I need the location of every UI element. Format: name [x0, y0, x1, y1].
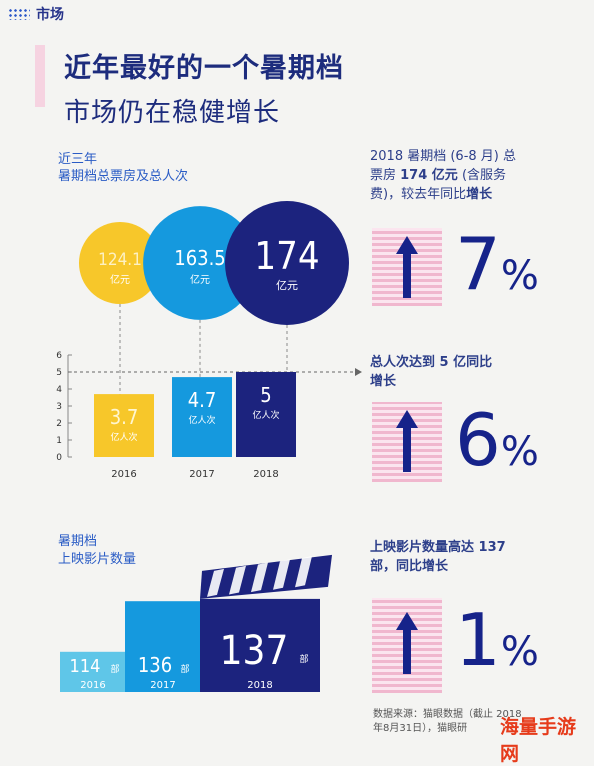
growth-pct-boxoffice: 7% — [455, 222, 539, 306]
reference-arrow-icon — [355, 368, 362, 376]
film-value-2018: 137 — [220, 628, 289, 674]
film-bar-2016 — [60, 651, 126, 692]
film-bar-2018 — [200, 598, 320, 692]
y-tick-label: 4 — [56, 385, 62, 395]
film-year-2018: 2018 — [247, 680, 272, 691]
bubble-value-2017: 163.5 — [174, 246, 226, 270]
note-films: 上映影片数量高达 137 部，同比增长 — [370, 538, 560, 576]
section-tag: 市场 — [8, 4, 64, 24]
bubble-unit-2016: 亿元 — [110, 273, 130, 286]
y-tick-label: 3 — [56, 402, 62, 412]
note3-line2: 部，同比增长 — [370, 559, 449, 574]
section-label: 市场 — [36, 7, 64, 23]
bubble-2018 — [225, 201, 349, 325]
note1-line3: 费)，较去年同比增长 — [370, 187, 493, 202]
note-boxoffice: 2018 暑期档 (6-8 月) 总 票房 174 亿元 (含服务 费)，较去年… — [370, 147, 560, 204]
boxoffice-subtitle-2: 暑期档总票房及总人次 — [58, 169, 189, 184]
note3-line1: 上映影片数量高达 137 — [370, 540, 506, 555]
bubble-value-2018: 174 — [254, 234, 319, 278]
data-source: 数据来源：猫眼数据（截止 2018 年8月31日），猫眼研 — [373, 708, 583, 736]
att-value-2016: 3.7 — [110, 405, 139, 429]
bubble-2016 — [78, 221, 162, 305]
note2-line1: 总人次达到 5 亿同比 — [370, 355, 493, 370]
films-subtitle-2: 上映影片数量 — [58, 552, 137, 567]
att-unit-2018: 亿人次 — [252, 409, 279, 421]
bubble-2017 — [143, 206, 257, 320]
film-bar-2017 — [125, 601, 201, 692]
growth-pct-films: 1% — [455, 598, 539, 682]
att-year-2018: 2018 — [253, 469, 278, 480]
att-unit-2017: 亿人次 — [188, 414, 215, 426]
y-tick-label: 1 — [56, 436, 62, 446]
up-arrow-icon — [396, 236, 418, 298]
att-year-2017: 2017 — [189, 469, 214, 480]
film-unit-2016: 部 — [110, 663, 119, 675]
att-bar-2018 — [236, 372, 296, 457]
page-subtitle: 市场仍在稳健增长 — [64, 98, 281, 128]
att-value-2018: 5 — [260, 383, 271, 407]
y-tick-label: 2 — [56, 419, 62, 429]
source-line1: 数据来源：猫眼数据（截止 2018 — [373, 709, 522, 720]
att-bar-2017 — [172, 377, 232, 457]
title-accent-bar — [35, 45, 45, 107]
note2-line2: 增长 — [370, 374, 397, 389]
att-bar-2016 — [94, 394, 154, 457]
film-unit-2018: 部 — [299, 653, 308, 665]
film-value-2017: 136 — [138, 653, 172, 677]
film-value-2016: 114 — [70, 656, 101, 677]
dots-decoration — [8, 8, 30, 20]
films-chart: 114 部 2016 136 部 2017 137 部 2018 — [60, 554, 332, 692]
page-title: 近年最好的一个暑期档 — [64, 53, 344, 84]
clapper-icon — [200, 554, 332, 599]
note1-line2: 票房 174 亿元 (含服务 — [370, 168, 507, 183]
y-tick-label: 5 — [56, 368, 62, 378]
film-unit-2017: 部 — [180, 663, 189, 675]
film-year-2016: 2016 — [80, 680, 105, 691]
films-subtitle-1: 暑期档 — [58, 534, 98, 549]
bubble-unit-2017: 亿元 — [190, 273, 210, 286]
film-year-2017: 2017 — [150, 680, 175, 691]
att-year-2016: 2016 — [111, 469, 136, 480]
y-tick-label: 6 — [56, 351, 62, 361]
note1-line1: 2018 暑期档 (6-8 月) 总 — [370, 149, 516, 164]
up-arrow-icon — [396, 612, 418, 674]
bubble-value-2016: 124.1 — [98, 250, 142, 270]
growth-pct-attendance: 6% — [455, 398, 539, 482]
note-attendance: 总人次达到 5 亿同比 增长 — [370, 353, 560, 391]
boxoffice-subtitle-1: 近三年 — [58, 152, 98, 167]
bubble-unit-2018: 亿元 — [276, 279, 298, 292]
watermark-logo: 海量手游网 — [500, 716, 577, 765]
source-line2: 年8月31日），猫眼研 — [373, 723, 468, 734]
att-value-2017: 4.7 — [188, 388, 217, 412]
up-arrow-icon — [396, 410, 418, 472]
att-unit-2016: 亿人次 — [110, 431, 137, 443]
y-tick-label: 0 — [56, 453, 62, 463]
